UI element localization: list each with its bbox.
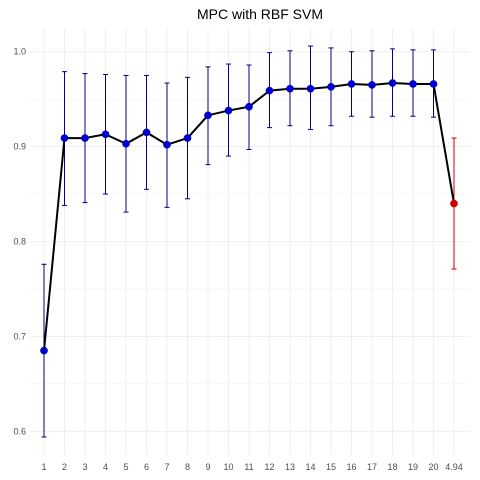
y-tick-label: 0.9 (13, 142, 26, 152)
x-tick-label: 5 (123, 462, 128, 472)
x-tick-label: 12 (264, 462, 274, 472)
data-point (368, 81, 376, 89)
x-tick-label: 16 (346, 462, 356, 472)
x-tick-label: 19 (408, 462, 418, 472)
point-layer (40, 79, 458, 355)
x-tick-label: 4 (103, 462, 108, 472)
x-tick-label: 1 (41, 462, 46, 472)
data-point (409, 80, 417, 88)
data-point (101, 130, 110, 139)
data-point (429, 80, 438, 88)
data-point (183, 134, 192, 142)
data-point (40, 346, 48, 355)
data-point (60, 134, 69, 142)
x-tick-label: 11 (244, 462, 253, 472)
chart-title: MPC with RBF SVM (197, 6, 323, 22)
data-point (204, 111, 212, 120)
x-tick-label: 15 (326, 462, 336, 472)
data-point (265, 86, 274, 95)
x-tick-label: 20 (428, 462, 438, 472)
y-tick-label: 0.6 (13, 426, 26, 436)
data-point (122, 139, 130, 148)
highlight-point (450, 199, 458, 208)
y-tick-label: 1.0 (13, 47, 26, 57)
data-point (163, 140, 171, 149)
x-tick-label: 7 (164, 462, 169, 472)
y-tick-label: 0.8 (13, 237, 26, 247)
data-point (245, 102, 253, 111)
y-tick-label: 0.7 (13, 331, 26, 341)
data-point (224, 106, 233, 115)
data-point (388, 79, 397, 87)
data-point (142, 128, 151, 137)
x-tick-label: 3 (82, 462, 87, 472)
axis-layer: 0.60.70.80.91.01 2 3 4 5 6 7 8 9 10 11 12 13 14 15 16 17… (13, 47, 462, 472)
x-tick-label: 4.94 (445, 462, 463, 472)
data-point (306, 84, 315, 93)
x-tick-label: 18 (387, 462, 397, 472)
x-tick-label: 10 (223, 462, 233, 472)
data-point (327, 82, 335, 91)
x-tick-label: 9 (205, 462, 210, 472)
x-tick-label: 14 (305, 462, 315, 472)
x-tick-label: 17 (367, 462, 377, 472)
x-tick-label: 8 (185, 462, 190, 472)
data-point (347, 80, 356, 88)
x-tick-label: 2 (62, 462, 67, 472)
data-point (286, 84, 294, 93)
x-tick-label: 13 (285, 462, 295, 472)
x-tick-label: 6 (144, 462, 149, 472)
data-point (81, 134, 89, 142)
